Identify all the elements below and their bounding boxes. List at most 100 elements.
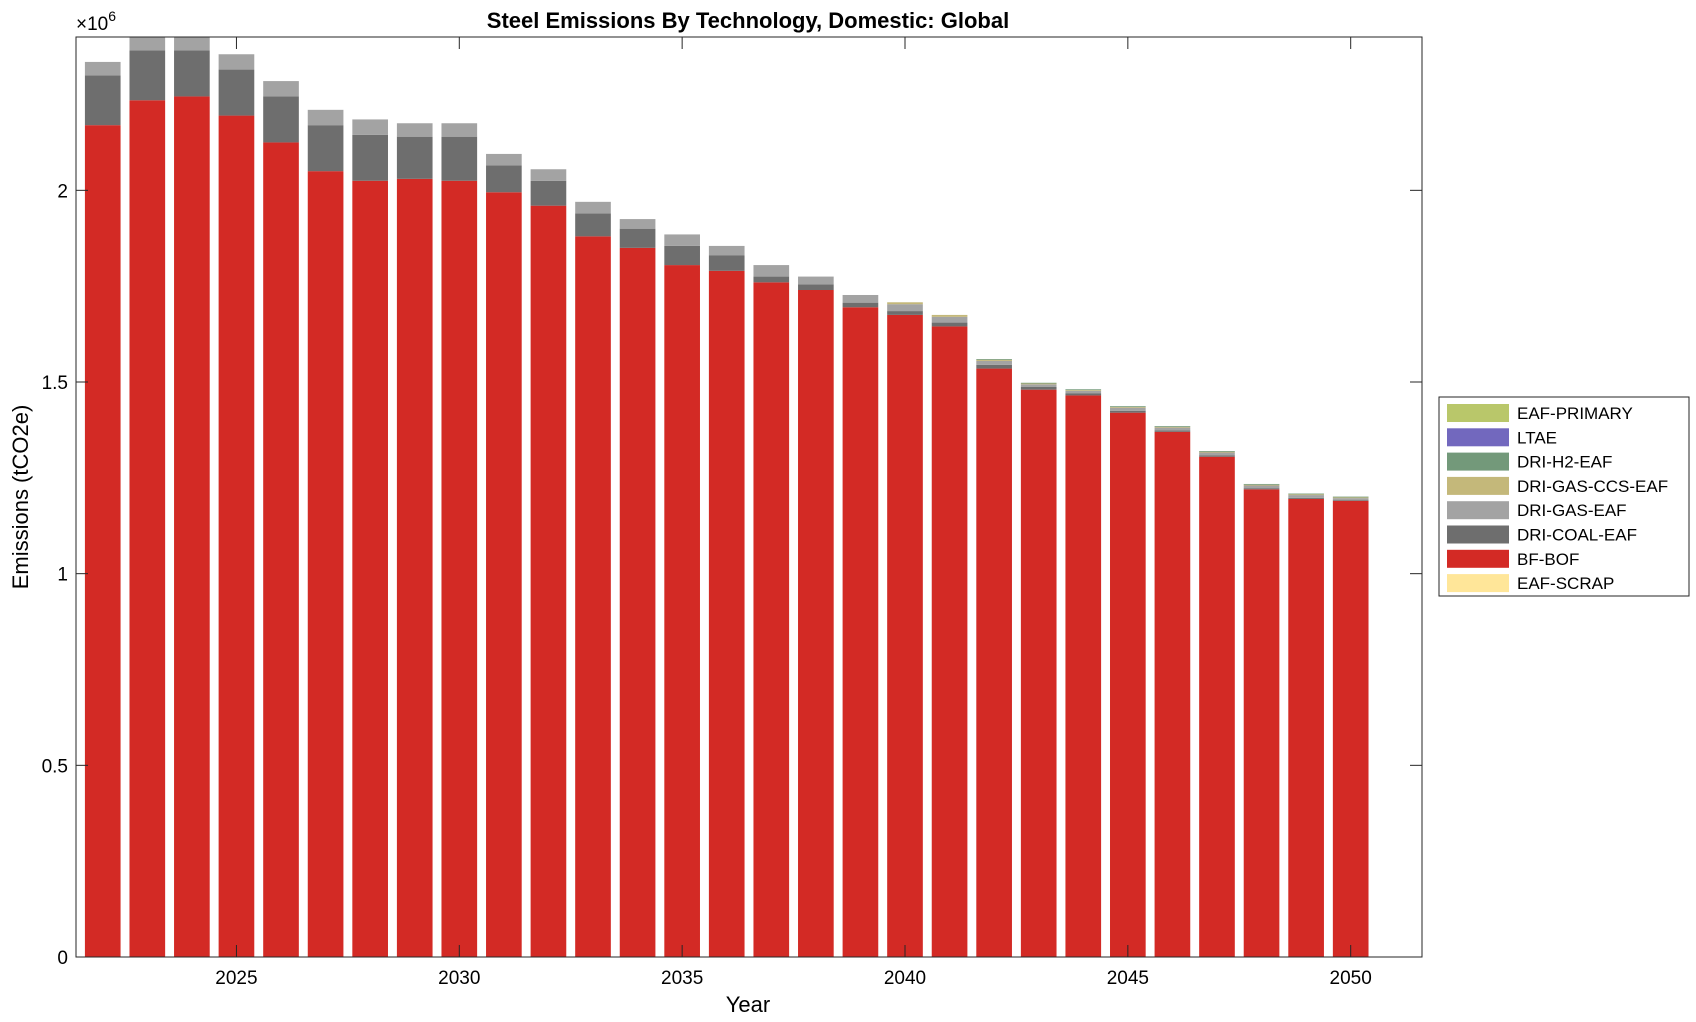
legend-swatch-ltae <box>1447 428 1509 447</box>
bar-segment-bf-bof-2028 <box>352 180 388 957</box>
bar-segment-dri-coal-eaf-2048 <box>1243 488 1280 490</box>
bar-segment-bf-bof-2036 <box>708 270 745 957</box>
x-tick-label: 2040 <box>884 968 926 989</box>
bar-segment-bf-bof-2045 <box>1110 412 1146 957</box>
bar-segment-dri-h2-eaf-2048 <box>1243 483 1280 485</box>
legend-swatch-eaf-primary <box>1447 404 1509 422</box>
y-axis-label: Emissions (tCO2e) <box>8 405 33 590</box>
bar-segment-dri-gas-eaf-2032 <box>530 169 567 181</box>
x-tick-label: 2030 <box>438 968 480 989</box>
bar-segment-bf-bof-2038 <box>798 290 834 957</box>
bar-segment-dri-gas-eaf-2030 <box>441 123 478 137</box>
legend-label-eaf-scrap: EAF-SCRAP <box>1517 574 1614 593</box>
bar-segment-dri-coal-eaf-2022 <box>84 75 121 126</box>
legend-swatch-dri-gas-ccs-eaf <box>1447 476 1509 495</box>
bar-segment-bf-bof-2027 <box>307 171 344 957</box>
bar-segment-bf-bof-2050 <box>1332 500 1369 957</box>
bar-segment-bf-bof-2044 <box>1065 395 1102 957</box>
x-tick-label: 2045 <box>1107 968 1149 989</box>
y-tick-label: 1.5 <box>42 373 68 394</box>
x-tick-label: 2035 <box>661 968 703 989</box>
legend-swatch-dri-coal-eaf <box>1447 525 1509 544</box>
bar-segment-dri-gas-eaf-2024 <box>174 37 210 51</box>
bar-segment-dri-gas-eaf-2044 <box>1065 390 1102 394</box>
bar-segment-dri-coal-eaf-2037 <box>753 276 790 283</box>
bar-segment-bf-bof-2032 <box>530 205 567 957</box>
bar-segment-dri-coal-eaf-2049 <box>1288 497 1324 499</box>
bar-segment-dri-coal-eaf-2039 <box>842 302 879 308</box>
bar-segment-dri-coal-eaf-2042 <box>976 364 1012 369</box>
plot-area-frame <box>75 36 1423 958</box>
bar-segment-dri-gas-ccs-eaf-2048 <box>1243 484 1280 486</box>
bar-segment-dri-gas-eaf-2043 <box>1020 384 1057 387</box>
bar-segment-dri-gas-ccs-eaf-2050 <box>1332 497 1369 499</box>
bar-segment-dri-gas-ccs-eaf-2044 <box>1065 390 1102 391</box>
bar-segment-bf-bof-2030 <box>441 180 478 957</box>
bar-segment-dri-h2-eaf-2042 <box>976 359 1012 360</box>
bar-segment-dri-gas-ccs-eaf-2049 <box>1288 494 1324 496</box>
bar-segment-dri-coal-eaf-2023 <box>129 50 166 101</box>
bar-segment-dri-coal-eaf-2034 <box>619 228 656 248</box>
x-tick-label: 2050 <box>1330 968 1372 989</box>
bar-segment-dri-gas-eaf-2049 <box>1288 495 1324 498</box>
bar-segment-bf-bof-2031 <box>486 192 522 957</box>
bar-segment-dri-gas-eaf-2028 <box>352 119 388 135</box>
legend-label-dri-coal-eaf: DRI-COAL-EAF <box>1517 526 1637 545</box>
bar-segment-dri-coal-eaf-2028 <box>352 134 388 181</box>
x-axis-label: Year <box>726 992 770 1017</box>
bar-segment-bf-bof-2029 <box>396 178 433 957</box>
bar-segment-dri-coal-eaf-2032 <box>530 180 567 206</box>
bar-segment-dri-gas-eaf-2034 <box>619 219 656 229</box>
bar-segment-dri-coal-eaf-2046 <box>1154 430 1191 432</box>
bar-segment-dri-h2-eaf-2047 <box>1199 451 1235 452</box>
legend-label-eaf-primary: EAF-PRIMARY <box>1517 404 1633 423</box>
bar-segment-dri-coal-eaf-2029 <box>396 136 433 179</box>
bar-segment-dri-coal-eaf-2033 <box>575 213 611 237</box>
bar-segment-dri-gas-eaf-2042 <box>976 360 1012 365</box>
legend-label-dri-gas-ccs-eaf: DRI-GAS-CCS-EAF <box>1517 477 1668 496</box>
bar-segment-bf-bof-2047 <box>1199 456 1235 957</box>
bar-segment-dri-gas-eaf-2038 <box>798 276 834 285</box>
bar-segment-dri-gas-ccs-eaf-2045 <box>1110 406 1146 408</box>
y-exponent-label: ×106 <box>76 8 116 35</box>
legend-swatch-bf-bof <box>1447 549 1509 568</box>
bar-segment-bf-bof-2033 <box>575 236 611 957</box>
axis-ticks: 0 0.5 1 1.5 2 2025 2030 2035 2040 2045 2050 <box>42 37 1422 989</box>
bar-segment-dri-gas-eaf-2022 <box>84 61 121 76</box>
y-tick-label: 0.5 <box>42 756 68 777</box>
bar-segment-bf-bof-2040 <box>887 314 923 957</box>
bar-segment-dri-gas-eaf-2047 <box>1199 452 1235 456</box>
bar-segment-dri-coal-eaf-2024 <box>174 50 210 97</box>
legend-label-ltae: LTAE <box>1517 428 1557 447</box>
bar-segment-dri-coal-eaf-2035 <box>664 245 700 266</box>
bar-segment-dri-gas-eaf-2046 <box>1154 427 1191 431</box>
bar-segment-dri-gas-eaf-2041 <box>931 316 968 323</box>
legend-swatch-dri-h2-eaf <box>1447 452 1509 471</box>
y-exponent-power: 6 <box>108 8 116 24</box>
bar-segment-dri-coal-eaf-2025 <box>218 69 255 116</box>
bar-segment-dri-coal-eaf-2045 <box>1110 410 1146 413</box>
legend-label-bf-bof: BF-BOF <box>1517 550 1579 569</box>
bar-segment-dri-gas-ccs-eaf-2040 <box>887 302 923 305</box>
bar-segment-bf-bof-2037 <box>753 282 790 957</box>
bar-segment-dri-coal-eaf-2027 <box>307 125 344 172</box>
bar-segment-bf-bof-2048 <box>1243 489 1280 957</box>
bar-segment-dri-gas-ccs-eaf-2046 <box>1154 426 1191 428</box>
legend-label-dri-h2-eaf: DRI-H2-EAF <box>1517 453 1612 472</box>
bar-segment-dri-gas-eaf-2029 <box>396 123 433 137</box>
bar-segment-dri-coal-eaf-2036 <box>708 255 745 271</box>
bar-segment-bf-bof-2025 <box>218 115 255 957</box>
bar-segment-dri-gas-eaf-2023 <box>129 37 166 51</box>
bar-stacks <box>84 37 1369 957</box>
bar-segment-dri-coal-eaf-2050 <box>1332 500 1369 501</box>
y-exponent-base: ×10 <box>76 14 108 35</box>
bar-segment-bf-bof-2026 <box>263 142 299 957</box>
bar-segment-bf-bof-2049 <box>1288 498 1324 957</box>
bar-segment-bf-bof-2042 <box>976 368 1012 957</box>
bar-segment-dri-gas-ccs-eaf-2047 <box>1199 451 1235 453</box>
bar-segment-dri-h2-eaf-2050 <box>1332 496 1369 498</box>
bar-segment-bf-bof-2024 <box>174 96 210 957</box>
bar-segment-dri-gas-eaf-2039 <box>842 294 879 303</box>
x-tick-label: 2025 <box>215 968 257 989</box>
